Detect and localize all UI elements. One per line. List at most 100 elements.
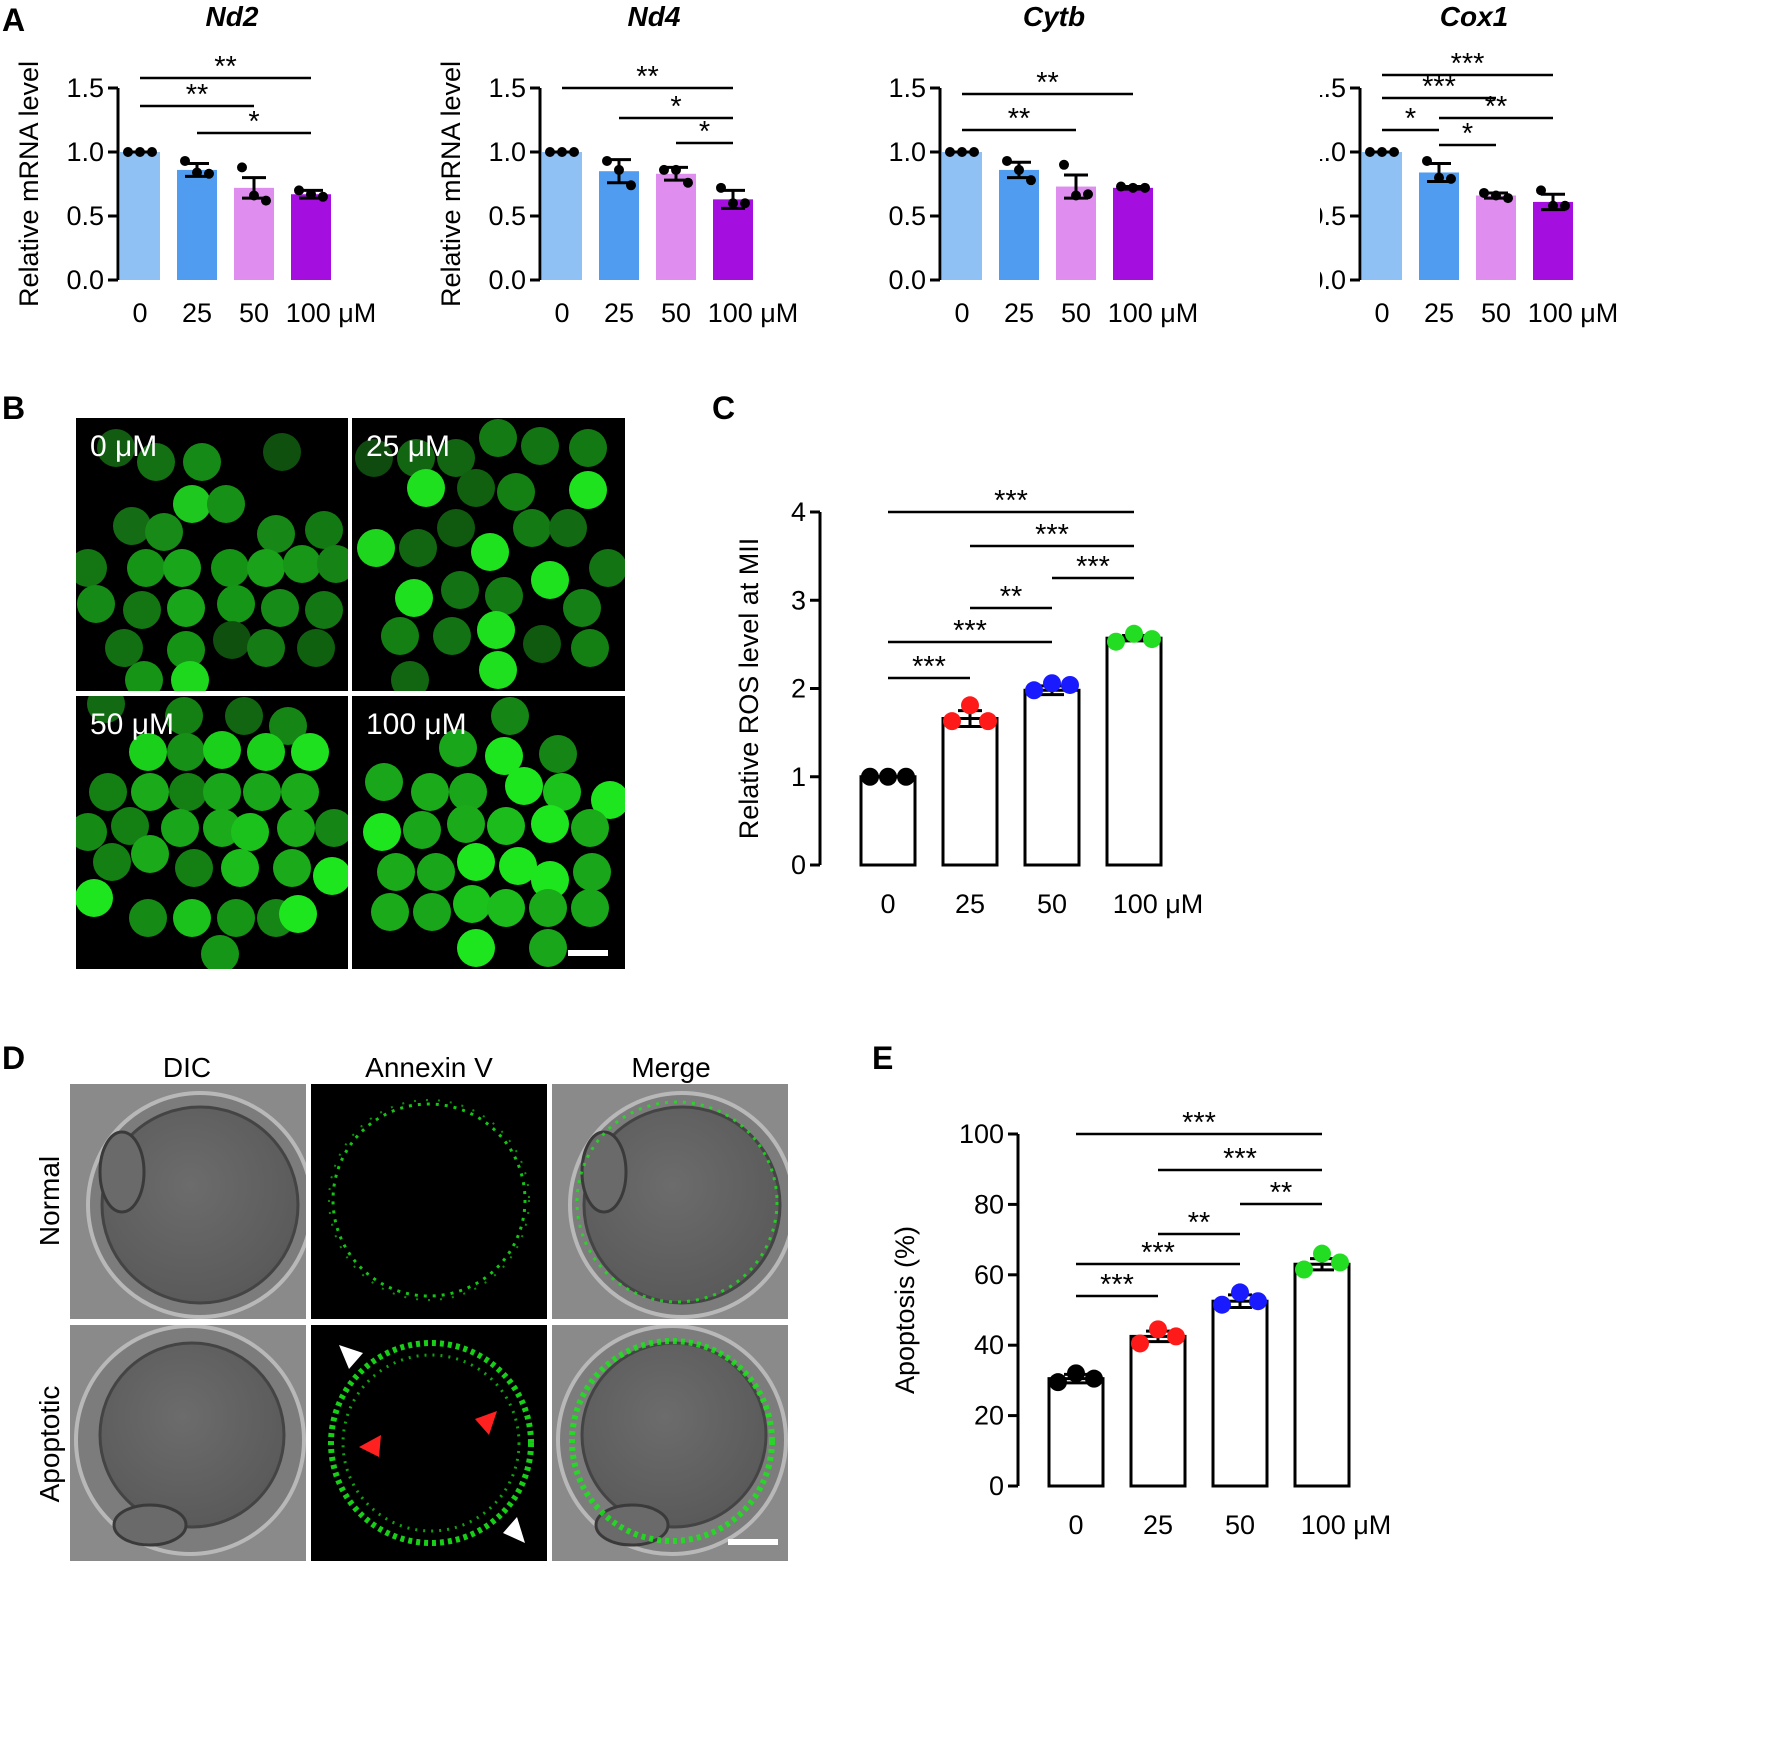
y-axis-label: Relative ROS level at MII xyxy=(734,538,764,840)
x-tick-label: 0 xyxy=(1374,298,1389,328)
data-point xyxy=(1107,632,1125,651)
data-point xyxy=(294,185,304,196)
bar xyxy=(1533,201,1573,280)
data-point xyxy=(1331,1253,1349,1272)
data-point xyxy=(147,147,157,157)
oocyte xyxy=(125,661,163,691)
oocyte xyxy=(263,433,301,471)
x-tick-label: 0 xyxy=(554,298,569,328)
row-header-normal: Normal xyxy=(34,1155,65,1247)
oocyte xyxy=(261,589,299,627)
y-tick-label: 0.5 xyxy=(1320,201,1346,231)
oocyte xyxy=(417,853,455,891)
data-point xyxy=(1143,630,1161,649)
y-tick-label: 0.0 xyxy=(66,265,104,295)
chart-title: Nd4 xyxy=(628,1,681,32)
data-point xyxy=(1249,1292,1267,1311)
oocyte xyxy=(76,549,107,587)
oocyte xyxy=(531,861,569,899)
arrowhead-white-icon xyxy=(339,1345,363,1369)
oocyte xyxy=(589,549,625,587)
x-tick-label: 25 xyxy=(1424,298,1454,328)
oocyte xyxy=(131,773,169,811)
x-tick-label: 100 μM xyxy=(1301,1510,1392,1540)
x-tick-label: 100 μM xyxy=(1108,298,1199,328)
y-tick-label: 100 xyxy=(959,1119,1004,1149)
bar xyxy=(120,152,160,280)
significance-label: *** xyxy=(1076,551,1110,583)
bar xyxy=(1023,688,1081,867)
chart-title: Nd2 xyxy=(206,1,259,32)
oocyte xyxy=(591,781,625,819)
oocyte xyxy=(169,773,207,811)
y-tick-label: 1.5 xyxy=(888,73,926,103)
x-tick-label: 50 xyxy=(239,298,269,328)
data-point xyxy=(671,164,681,175)
oocyte xyxy=(231,813,269,851)
x-tick-label: 50 xyxy=(661,298,691,328)
column-header-annexin: Annexin V xyxy=(365,1052,493,1083)
oocyte xyxy=(395,579,433,617)
bar xyxy=(291,194,331,280)
oocyte xyxy=(531,561,569,599)
y-tick-label: 3 xyxy=(791,585,806,615)
oocyte xyxy=(167,733,205,771)
x-tick-label: 50 xyxy=(1481,298,1511,328)
data-point xyxy=(1536,185,1546,196)
oocyte xyxy=(217,585,255,623)
data-point xyxy=(979,712,997,731)
data-point xyxy=(728,198,738,209)
y-tick-label: 40 xyxy=(974,1330,1004,1360)
significance-label: *** xyxy=(1451,48,1485,80)
y-tick-label: 60 xyxy=(974,1260,1004,1290)
data-point xyxy=(1231,1283,1249,1302)
chart-title: Cox1 xyxy=(1440,1,1508,32)
data-point xyxy=(545,147,555,157)
oocyte xyxy=(203,731,241,769)
oocyte xyxy=(413,893,451,931)
merge-normal xyxy=(552,1084,788,1319)
oocyte xyxy=(513,509,551,547)
panel-letter-b: B xyxy=(2,390,26,426)
micrograph-50um: 50 μM xyxy=(76,696,348,969)
significance-label: *** xyxy=(1422,71,1456,103)
significance-label: * xyxy=(699,116,710,148)
panel-letter-a: A xyxy=(2,2,26,38)
significance-label: * xyxy=(670,91,681,123)
x-tick-label: 0 xyxy=(132,298,147,328)
oocyte xyxy=(485,577,523,615)
data-point xyxy=(716,182,726,193)
data-point xyxy=(614,164,624,175)
data-point xyxy=(943,712,961,731)
significance-label: ** xyxy=(186,79,209,111)
x-tick-label: 25 xyxy=(604,298,634,328)
oocyte xyxy=(175,849,213,887)
chart-nd4: Nd4 0.0 0.5 1.0 1.5 Relative mRNA level 0 25 50 1… xyxy=(440,1,798,328)
oocyte xyxy=(171,661,209,691)
x-tick-label: 0 xyxy=(1068,1510,1083,1540)
oocyte xyxy=(485,737,523,775)
oocyte xyxy=(397,439,435,477)
oocyte xyxy=(203,773,241,811)
oocyte xyxy=(447,805,485,843)
oocyte xyxy=(411,773,449,811)
oocyte xyxy=(523,625,561,663)
x-tick-label: 50 xyxy=(1037,889,1067,919)
oocyte xyxy=(183,443,221,481)
oocyte xyxy=(437,439,475,477)
oocyte xyxy=(497,473,535,511)
data-point xyxy=(1067,1364,1085,1383)
oocyte xyxy=(131,835,169,873)
oocyte xyxy=(441,571,479,609)
oocyte xyxy=(477,611,515,649)
oocyte xyxy=(315,809,348,847)
data-point xyxy=(569,147,579,157)
x-tick-label: 50 xyxy=(1225,1510,1255,1540)
data-point xyxy=(204,168,214,179)
oocyte xyxy=(305,511,343,549)
oocyte xyxy=(93,843,131,881)
panel-letter-d: D xyxy=(2,1040,26,1076)
oocyte xyxy=(569,429,607,467)
oocyte xyxy=(457,929,495,967)
